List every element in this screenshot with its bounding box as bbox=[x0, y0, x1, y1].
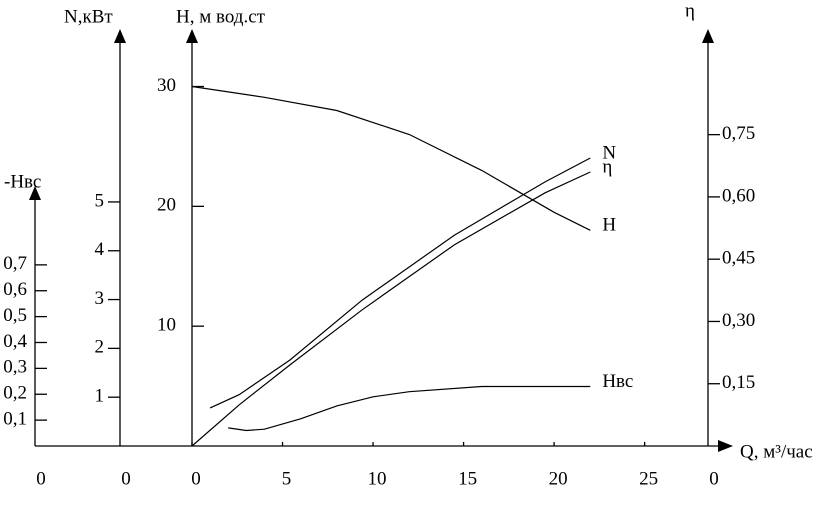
y-tick-label: 0,2 bbox=[3, 383, 27, 404]
curve-label: Hвс bbox=[602, 371, 633, 392]
curve-label: η bbox=[602, 156, 612, 177]
arrow bbox=[186, 29, 198, 43]
y-tick-label: 2 bbox=[95, 337, 105, 358]
arrow bbox=[29, 186, 41, 200]
y-tick-label: 0,60 bbox=[722, 185, 755, 206]
y-tick-label: 1 bbox=[95, 386, 105, 407]
arrow bbox=[718, 440, 733, 452]
y-tick-label: 0,15 bbox=[722, 372, 755, 393]
axis-title: H, м вод.ст bbox=[176, 6, 266, 27]
y-tick-label: 10 bbox=[157, 315, 176, 336]
x-tick-label: 25 bbox=[639, 468, 658, 489]
arrow bbox=[114, 29, 126, 43]
curve bbox=[228, 385, 591, 432]
y-tick-label: 0,6 bbox=[3, 279, 27, 300]
x-axis-label: Q, м³/час bbox=[740, 441, 813, 462]
curve bbox=[191, 85, 591, 231]
arrow bbox=[702, 29, 714, 43]
y-tick-label: 0,1 bbox=[3, 408, 27, 429]
curve bbox=[209, 157, 591, 409]
curve-label: N bbox=[602, 142, 616, 163]
y-tick-label: 0,45 bbox=[722, 248, 755, 269]
y-tick-label: 5 bbox=[95, 190, 105, 211]
axes bbox=[29, 29, 733, 452]
y-tick-label: 0,75 bbox=[722, 123, 755, 144]
x-tick-label: 20 bbox=[549, 468, 568, 489]
curve bbox=[191, 171, 591, 447]
x-tick-label: 5 bbox=[282, 468, 292, 489]
y-tick-label: 0 bbox=[36, 468, 46, 489]
y-tick-label: 3 bbox=[95, 288, 105, 309]
y-tick-label: 0 bbox=[121, 468, 131, 489]
y-tick-label: 0 bbox=[709, 468, 719, 489]
x-tick-label: 10 bbox=[368, 468, 387, 489]
y-tick-label: 4 bbox=[95, 239, 105, 260]
x-tick-label: 0 bbox=[191, 468, 201, 489]
y-tick-label: 30 bbox=[157, 75, 176, 96]
y-tick-label: 0,5 bbox=[3, 305, 27, 326]
y-tick-label: 20 bbox=[157, 195, 176, 216]
y-tick-label: 0,30 bbox=[722, 310, 755, 331]
y-tick-label: 0,7 bbox=[3, 253, 27, 274]
axis-title: -Hвс bbox=[4, 171, 41, 192]
axis-title: N,кВт bbox=[64, 6, 113, 27]
y-tick-label: 0,4 bbox=[3, 331, 27, 352]
y-tick-label: 0,3 bbox=[3, 357, 27, 378]
axis-title: η bbox=[685, 0, 695, 21]
x-tick-label: 15 bbox=[458, 468, 477, 489]
curve-label: H bbox=[602, 215, 616, 236]
